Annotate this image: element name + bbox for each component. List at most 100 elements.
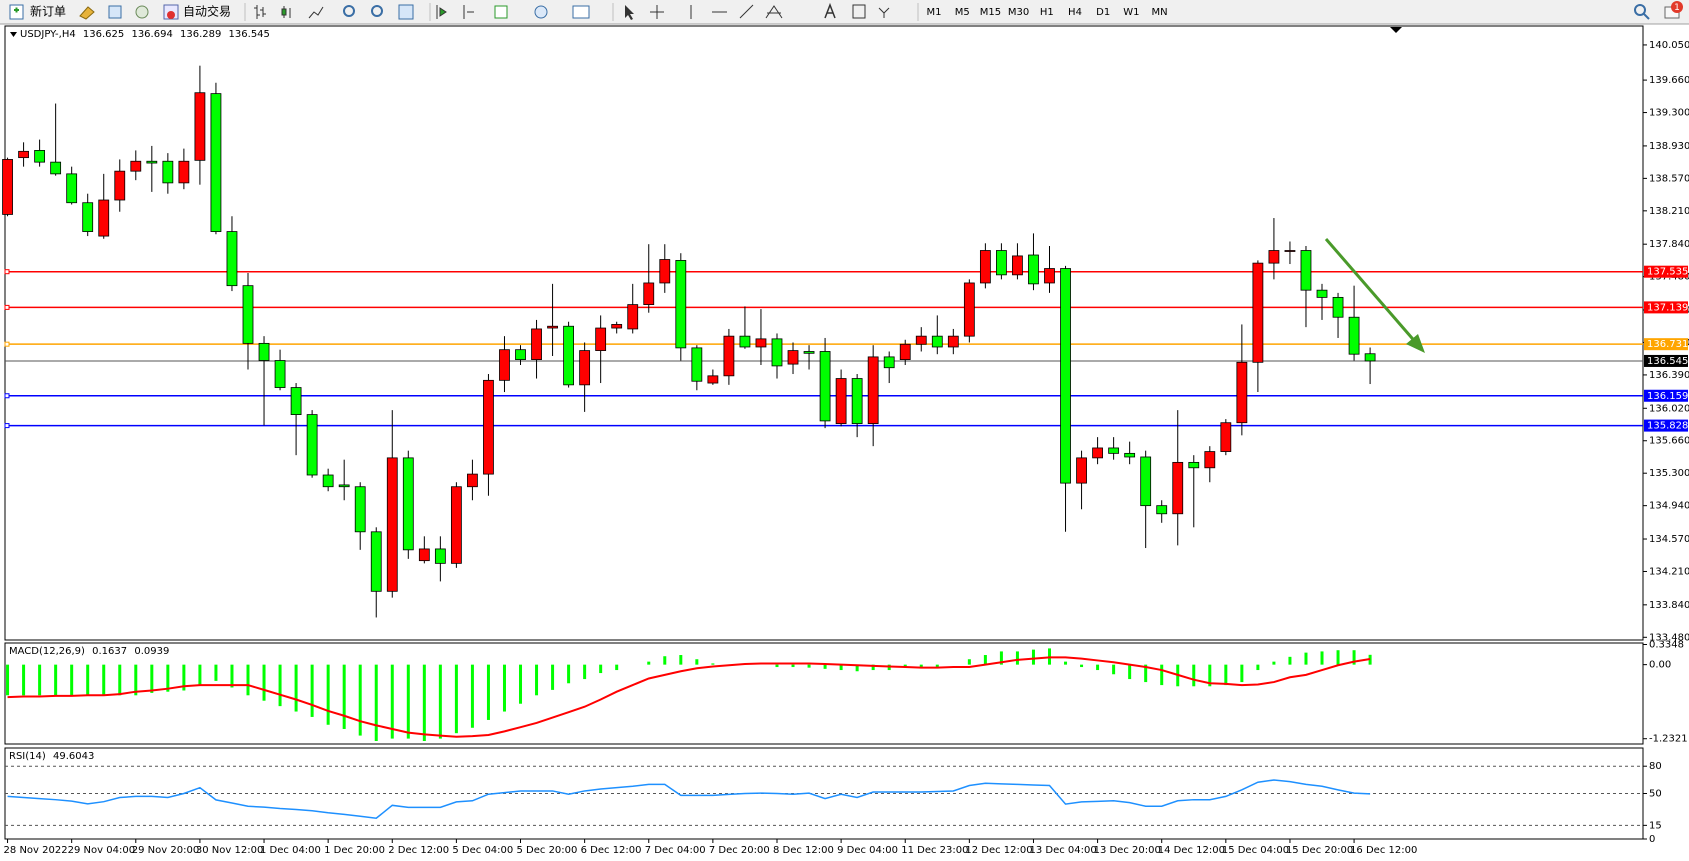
candle-chart-icon[interactable]	[281, 8, 287, 16]
y-tick-label: 136.020	[1649, 403, 1689, 414]
periods-icon[interactable]	[534, 5, 548, 19]
timeframe-button[interactable]: D1	[1096, 7, 1110, 18]
x-tick-label: 5 Dec 20:00	[517, 845, 578, 856]
macd-bar	[679, 655, 683, 665]
candle-body	[467, 473, 478, 488]
crosshair-icon[interactable]	[650, 5, 664, 19]
timeframe-button[interactable]: M15	[980, 7, 1001, 18]
templates-icon[interactable]	[572, 5, 590, 19]
candle-body	[146, 160, 158, 164]
tool-icon[interactable]	[108, 5, 122, 19]
timeframes: M1 M5 M15 M30 H1 H4 D1 W1 MN	[927, 7, 1168, 18]
arrows-icon[interactable]	[878, 7, 890, 18]
candle-body	[963, 282, 975, 337]
timeframe-button[interactable]: M1	[927, 7, 942, 18]
macd-bar	[711, 663, 715, 665]
timeframe-button[interactable]: MN	[1152, 7, 1168, 18]
level-marker	[4, 269, 10, 275]
timeframe-button[interactable]: M5	[955, 7, 970, 18]
y-tick-label: 139.660	[1649, 75, 1689, 86]
y-tick-label: 135.660	[1649, 436, 1689, 447]
candle-body	[867, 356, 879, 425]
timeframe-button[interactable]: W1	[1123, 7, 1139, 18]
level-price-label: 136.731	[1647, 339, 1688, 350]
candle-body	[434, 548, 446, 564]
close-price: 136.545	[229, 29, 270, 40]
macd-bar	[967, 659, 971, 665]
macd-bar	[390, 664, 394, 739]
macd-bar	[1320, 651, 1324, 665]
macd-bar	[807, 664, 811, 668]
candle-body	[2, 159, 13, 215]
candle-body	[787, 350, 799, 365]
tool-icon[interactable]	[79, 6, 95, 20]
macd-bar	[310, 664, 314, 717]
x-tick-label: 29 Nov 20:00	[132, 845, 199, 856]
candle-body	[835, 378, 847, 425]
toolbar-bg	[0, 0, 1689, 24]
tool-icon[interactable]	[135, 5, 149, 19]
chart-shift-marker	[1390, 27, 1402, 33]
notifications[interactable]: 1	[1664, 1, 1683, 19]
x-tick-label: 15 Dec 04:00	[1222, 845, 1289, 856]
macd-bar	[1015, 651, 1019, 665]
indicators-icon[interactable]	[494, 5, 508, 19]
new-order-plus	[14, 7, 19, 13]
bar-chart-icon[interactable]	[254, 5, 266, 19]
candle-body	[386, 457, 398, 592]
trendline-icon[interactable]	[739, 4, 754, 19]
search-icon[interactable]	[1634, 4, 1646, 16]
candle-body	[707, 375, 719, 384]
fibo-icon[interactable]	[765, 5, 783, 19]
candle-body	[643, 282, 655, 305]
macd-bar	[118, 664, 122, 696]
macd-bar	[198, 664, 202, 685]
shift-icon[interactable]	[463, 5, 474, 19]
timeframe-button[interactable]: H1	[1040, 7, 1054, 18]
macd-bar	[86, 664, 90, 696]
cursor-icon[interactable]	[625, 5, 634, 20]
y-tick-label: 50	[1649, 789, 1662, 800]
y-tick-label: 139.300	[1649, 108, 1689, 119]
candle-body	[947, 335, 959, 348]
candle-body	[547, 325, 558, 329]
candle-body	[563, 325, 574, 386]
macd-bar	[839, 664, 843, 671]
timeframe-button[interactable]: M30	[1008, 7, 1029, 18]
text-icon[interactable]	[824, 2, 836, 19]
y-tick-label: 80	[1649, 761, 1662, 772]
zoom-in-icon[interactable]	[343, 5, 355, 17]
macd-bar	[38, 664, 42, 696]
macd-bar	[166, 664, 170, 692]
macd-bar	[422, 664, 426, 741]
new-order-button[interactable]: 新订单	[9, 4, 66, 20]
macd-bar	[70, 664, 74, 696]
x-tick-label: 11 Dec 23:00	[901, 845, 968, 856]
line-chart-icon[interactable]	[308, 6, 324, 19]
candle-body	[1204, 451, 1216, 469]
x-tick-label: 5 Dec 04:00	[452, 845, 513, 856]
y-tick-label: 135.300	[1649, 468, 1689, 479]
auto-trading-button[interactable]: 自动交易	[163, 4, 231, 20]
panel-menu-icon[interactable]	[10, 32, 17, 37]
x-tick-label: 6 Dec 12:00	[581, 845, 642, 856]
macd-bar	[599, 664, 603, 674]
candle-body	[675, 260, 687, 349]
y-tick-label: 133.480	[1649, 632, 1689, 643]
macd-title: MACD(12,26,9)	[9, 646, 85, 657]
scroll-icon[interactable]	[436, 5, 447, 19]
macd-bar	[935, 664, 939, 668]
macd-bar	[1031, 649, 1035, 665]
macd-bar	[22, 664, 26, 696]
timeframe-button[interactable]: H4	[1068, 7, 1082, 18]
label-icon[interactable]	[852, 4, 866, 19]
candle-body	[1044, 268, 1055, 284]
zoom-out-icon[interactable]	[371, 5, 383, 17]
level-price-box	[1644, 301, 1688, 314]
tile-icon[interactable]	[398, 4, 414, 20]
y-tick-label: 0.3348	[1649, 640, 1684, 651]
y-tick-label: -1.2321	[1649, 734, 1688, 745]
candle-body	[98, 199, 110, 237]
macd-bar	[1144, 664, 1148, 683]
y-tick-label: 133.840	[1649, 600, 1689, 611]
